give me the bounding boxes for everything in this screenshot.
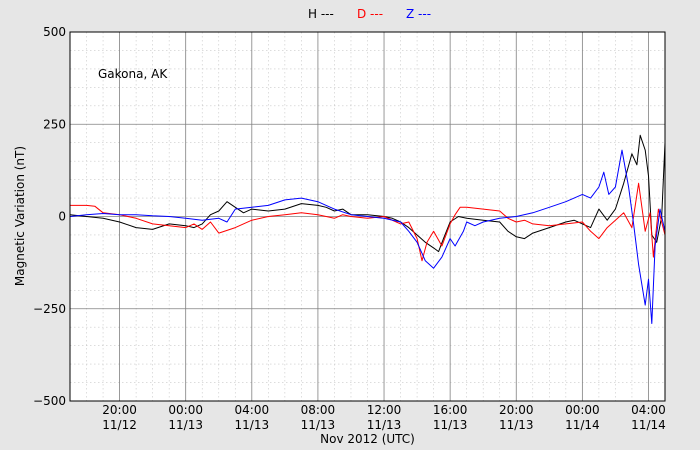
x-tick-label-time: 20:00 xyxy=(102,403,137,417)
x-tick-label-date: 11/14 xyxy=(565,418,600,432)
series-line-d xyxy=(70,182,666,262)
series-lines xyxy=(69,134,666,324)
x-tick-label-time: 00:00 xyxy=(168,403,203,417)
x-tick-label-time: 04:00 xyxy=(235,403,270,417)
x-tick-label-time: 04:00 xyxy=(631,403,666,417)
legend: H --- D --- Z --- xyxy=(308,7,431,21)
x-tick-label-date: 11/13 xyxy=(168,418,203,432)
axis-ticks: 20:0011/1200:0011/1304:0011/1308:0011/13… xyxy=(33,25,666,432)
y-tick-label: 0 xyxy=(58,210,66,224)
x-tick-label-date: 11/13 xyxy=(301,418,336,432)
y-axis-label: Magnetic Variation (nT) xyxy=(13,146,27,286)
legend-entry-z: Z --- xyxy=(406,7,431,21)
y-tick-label: 500 xyxy=(43,25,66,39)
y-tick-label: 250 xyxy=(43,117,66,131)
x-tick-label-date: 11/13 xyxy=(499,418,534,432)
x-tick-label-date: 11/13 xyxy=(433,418,468,432)
x-axis-label: Nov 2012 (UTC) xyxy=(320,432,415,446)
x-tick-label-date: 11/13 xyxy=(367,418,402,432)
plot-frame xyxy=(69,31,666,402)
legend-entry-h: H --- xyxy=(308,7,334,21)
x-tick-label-date: 11/13 xyxy=(235,418,270,432)
x-tick-label-date: 11/14 xyxy=(631,418,666,432)
series-line-h xyxy=(69,134,666,253)
x-tick-label-time: 16:00 xyxy=(433,403,468,417)
x-tick-label-date: 11/12 xyxy=(102,418,137,432)
y-tick-label: −250 xyxy=(33,302,66,316)
x-tick-label-time: 20:00 xyxy=(499,403,534,417)
x-tick-label-time: 00:00 xyxy=(565,403,600,417)
location-label: Gakona, AK xyxy=(98,67,168,81)
series-line-z xyxy=(69,149,666,324)
y-tick-label: −500 xyxy=(33,394,66,408)
x-tick-label-time: 12:00 xyxy=(367,403,402,417)
x-tick-label-time: 08:00 xyxy=(301,403,336,417)
legend-entry-d: D --- xyxy=(357,7,383,21)
